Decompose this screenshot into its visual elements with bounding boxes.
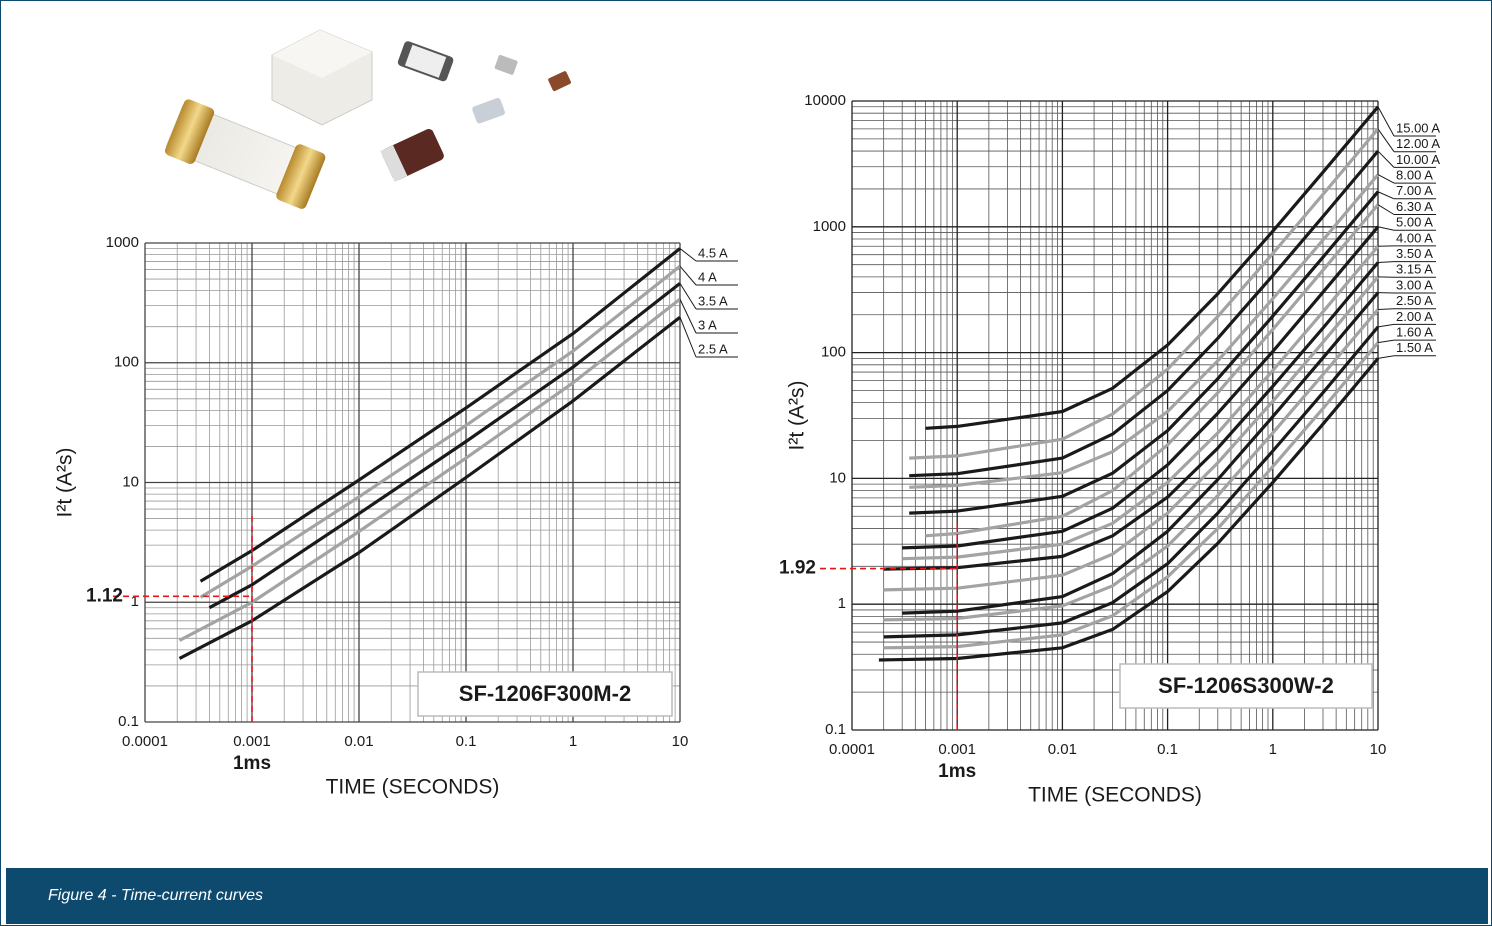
legend-leader	[680, 299, 696, 333]
legend-label: 15.00 A	[1396, 120, 1440, 135]
legend-label: 2.50 A	[1396, 293, 1433, 308]
legend-leader	[1378, 151, 1394, 167]
y-tick-label: 100	[114, 354, 139, 371]
y-axis-label: I²t (A²s)	[786, 381, 809, 451]
fuse-tiny-1	[494, 54, 518, 75]
legend-label: 1.60 A	[1396, 325, 1433, 340]
model-label: SF-1206F300M-2	[459, 681, 631, 706]
y-tick-label: 0.1	[118, 713, 139, 730]
marker-y-label: 1.92	[779, 558, 816, 579]
x-tick-label: 1	[1269, 741, 1277, 758]
marker-x-label: 1ms	[938, 761, 976, 782]
model-label: SF-1206S300W-2	[1158, 673, 1334, 698]
fuse-tiny-2	[471, 97, 505, 124]
legend-label: 3.15 A	[1396, 262, 1433, 277]
x-tick-label: 0.1	[1157, 741, 1178, 758]
legend-label: 6.30 A	[1396, 199, 1433, 214]
legend-label: 3.00 A	[1396, 277, 1433, 292]
fuse-photos	[163, 30, 571, 210]
legend-label: 10.00 A	[1396, 152, 1440, 167]
legend-leader	[680, 317, 696, 357]
legend-leader	[1378, 205, 1394, 215]
x-tick-label: 0.001	[938, 741, 976, 758]
charts: 0.0001 0.001 0.01 0.1 1 10 0.1 1 10 100 1000 TIME (…	[0, 0, 1492, 866]
legend-leader	[1378, 309, 1394, 310]
legend-leader	[1378, 192, 1394, 199]
legend-leader	[1378, 175, 1394, 184]
y-tick-label: 0.1	[825, 721, 846, 738]
x-tick-label: 10	[1370, 741, 1387, 758]
y-tick-label: 1000	[106, 234, 139, 251]
x-axis-label: TIME (SECONDS)	[326, 776, 500, 799]
legend-label: 12.00 A	[1396, 136, 1440, 151]
y-tick-label: 100	[821, 344, 846, 361]
y-tick-label: 10	[122, 473, 139, 490]
x-tick-label: 0.0001	[122, 733, 168, 750]
legend-label: 7.00 A	[1396, 183, 1433, 198]
x-tick-label: 0.01	[1048, 741, 1077, 758]
x-tick-label: 0.0001	[829, 741, 875, 758]
legend-label: 3 A	[698, 317, 717, 332]
legend-label: 4.5 A	[698, 245, 728, 260]
figure-caption: Figure 4 - Time-current curves	[48, 887, 263, 905]
legend-leader	[1378, 324, 1394, 327]
legend-label: 3.5 A	[698, 293, 728, 308]
legend-label: 2.00 A	[1396, 309, 1433, 324]
x-axis-label: TIME (SECONDS)	[1028, 784, 1202, 807]
legend-leader	[680, 248, 696, 261]
legend-label: 5.00 A	[1396, 215, 1433, 230]
y-tick-label: 1	[838, 595, 846, 612]
x-tick-label: 0.1	[456, 733, 477, 750]
legend-leader	[1378, 262, 1394, 263]
legend-leader	[1378, 356, 1394, 359]
marker-x-label: 1ms	[233, 753, 271, 774]
fuse-cube	[272, 30, 372, 125]
legend-label: 4.00 A	[1396, 230, 1433, 245]
y-axis-label: I²t (A²s)	[54, 448, 77, 518]
fuse-brown	[380, 127, 445, 181]
y-tick-label: 10	[829, 469, 846, 486]
fuse-tiny-3	[548, 71, 572, 92]
y-tick-label: 1000	[813, 218, 846, 235]
x-tick-label: 0.01	[344, 733, 373, 750]
x-tick-label: 0.001	[233, 733, 271, 750]
y-tick-label: 10000	[804, 92, 846, 109]
legend-leader	[1378, 227, 1394, 230]
x-tick-label: 10	[672, 733, 689, 750]
legend-label: 2.5 A	[698, 341, 728, 356]
legend-leader	[1378, 340, 1394, 343]
legend-label: 3.50 A	[1396, 246, 1433, 261]
legend-leader	[680, 266, 696, 285]
legend-label: 1.50 A	[1396, 340, 1433, 355]
caption-bar: Figure 4 - Time-current curves	[6, 868, 1488, 924]
x-tick-label: 1	[569, 733, 577, 750]
marker-y-label: 1.12	[86, 585, 123, 606]
fuse-small-dark	[397, 40, 455, 82]
legend-label: 4 A	[698, 269, 717, 284]
legend-label: 8.00 A	[1396, 168, 1433, 183]
